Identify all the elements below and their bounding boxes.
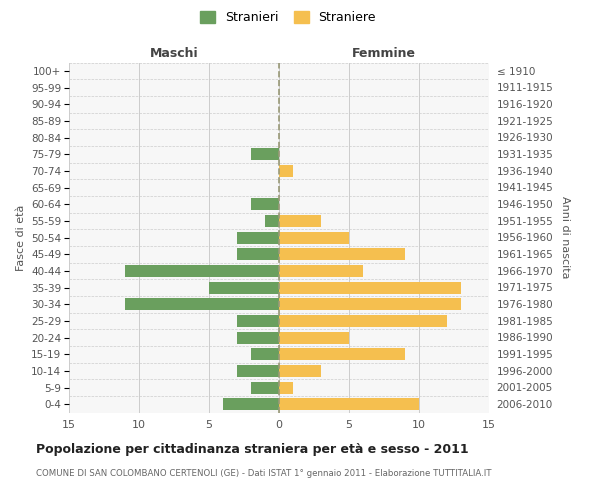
Bar [279,265,363,277]
Y-axis label: Fasce di età: Fasce di età [16,204,26,270]
Legend: Stranieri, Straniere: Stranieri, Straniere [195,6,381,29]
Bar [125,265,279,277]
Y-axis label: Anni di nascita: Anni di nascita [560,196,570,278]
Bar [279,315,447,327]
Bar [279,215,321,227]
Bar [223,398,279,410]
Bar [279,348,405,360]
Bar [265,215,279,227]
Bar [237,315,279,327]
Bar [279,248,405,260]
Bar [279,232,349,243]
Bar [237,365,279,377]
Bar [237,232,279,243]
Bar [237,332,279,344]
Bar [251,148,279,160]
Bar [125,298,279,310]
Text: COMUNE DI SAN COLOMBANO CERTENOLI (GE) - Dati ISTAT 1° gennaio 2011 - Elaborazio: COMUNE DI SAN COLOMBANO CERTENOLI (GE) -… [36,468,491,477]
Bar [279,332,349,344]
Bar [279,165,293,177]
Bar [279,382,293,394]
Bar [279,282,461,294]
Bar [209,282,279,294]
Text: Femmine: Femmine [352,47,416,60]
Bar [237,248,279,260]
Bar [279,365,321,377]
Bar [251,348,279,360]
Text: Maschi: Maschi [149,47,199,60]
Bar [279,298,461,310]
Bar [251,198,279,210]
Bar [279,398,419,410]
Text: Popolazione per cittadinanza straniera per età e sesso - 2011: Popolazione per cittadinanza straniera p… [36,442,469,456]
Bar [251,382,279,394]
